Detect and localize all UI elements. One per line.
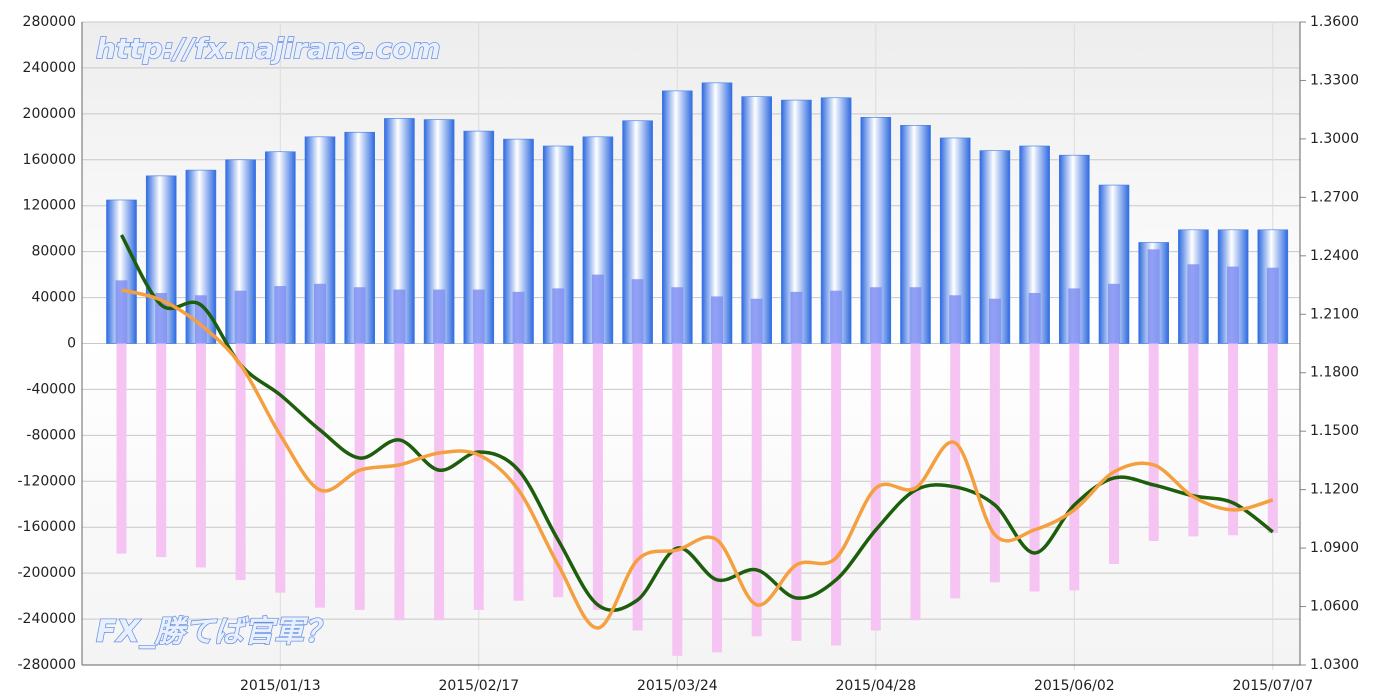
x-tick-label: 2015/01/13 [240,678,321,694]
bar [671,287,684,344]
bar [235,343,246,581]
y-tick-label: -280000 [18,657,77,673]
bar [1109,343,1119,564]
y-tick-label: -120000 [18,473,77,489]
y2-tick-label: 1.3300 [1310,72,1359,88]
bar [909,287,922,344]
y2-tick-label: 1.2400 [1310,248,1359,264]
bar [512,291,525,344]
bar [591,274,604,344]
bar [115,280,128,344]
y2-tick-label: 1.1500 [1310,423,1359,439]
watermark: http://fx.najirane.com [96,32,441,65]
bar [1188,343,1199,537]
bar [632,343,643,631]
y-tick-label: 40000 [31,290,76,306]
bar [988,298,1001,344]
y-tick-label: 120000 [23,198,76,214]
y-tick-label: -40000 [26,381,76,397]
bar [751,343,762,637]
bar [1069,343,1080,591]
bar [1267,343,1278,533]
y2-tick-label: 1.3000 [1310,131,1359,147]
bar [1227,266,1240,344]
y-tick-label: -240000 [18,611,77,627]
bar [1108,283,1120,344]
bar [314,283,326,344]
x-tick-label: 2015/07/07 [1232,678,1313,694]
bar [472,289,485,344]
bar [1266,267,1279,344]
y-tick-label: 200000 [23,106,76,122]
bar [830,290,843,344]
bar [1187,264,1200,344]
y2-tick-label: 1.1800 [1310,365,1359,381]
bar [394,343,405,621]
x-tick-label: 2015/03/24 [637,678,718,694]
bar [116,343,127,554]
x-tick-label: 2015/04/28 [835,678,916,694]
bar [949,295,962,344]
bar [1029,343,1040,592]
bar [1228,343,1239,536]
bar [195,343,206,568]
y-tick-label: 0 [67,336,76,352]
bar [831,343,842,646]
bar [711,296,723,344]
x-tick-label: 2015/06/02 [1034,678,1115,694]
y2-tick-label: 1.0300 [1310,657,1359,673]
bar [393,289,406,344]
bar [791,343,802,641]
bar [354,343,365,610]
bar [234,290,247,344]
y-tick-label: 280000 [23,14,76,30]
y2-tick-label: 1.0900 [1310,540,1359,556]
y2-tick-label: 1.2700 [1310,189,1359,205]
bar [1028,292,1041,344]
bar [1147,249,1160,344]
line [121,288,1274,630]
bar [1148,343,1159,541]
bar [353,287,366,344]
bar [592,343,603,610]
bar [672,343,683,656]
bar [989,343,1000,583]
y-tick-label: 240000 [23,60,76,76]
y2-tick-label: 1.2100 [1310,306,1359,322]
bar [750,298,763,344]
bar [553,343,564,598]
bar [433,289,446,344]
bar [1068,288,1081,344]
bar [631,279,644,344]
bar [434,343,445,621]
x-tick-label: 2015/02/17 [438,678,519,694]
line [119,234,1274,613]
watermark: FX_勝てば官軍？ [96,615,334,650]
bar [910,343,921,621]
y-tick-label: -200000 [18,565,77,581]
y2-tick-label: 1.3600 [1310,14,1359,30]
y-tick-label: 160000 [23,152,76,168]
bar [473,343,484,610]
bar [552,288,565,344]
bar [790,291,803,344]
bar [315,343,325,608]
bar [274,286,287,344]
bar [156,343,167,558]
bar [869,287,882,344]
y2-tick-label: 1.0600 [1310,599,1359,615]
y2-tick-label: 1.1200 [1310,482,1359,498]
y-tick-label: -80000 [26,427,76,443]
bar [950,343,961,599]
bar [542,145,574,344]
y-tick-label: -160000 [18,519,77,535]
bar [712,343,722,653]
bar [275,343,286,593]
y-tick-label: 80000 [31,244,76,260]
